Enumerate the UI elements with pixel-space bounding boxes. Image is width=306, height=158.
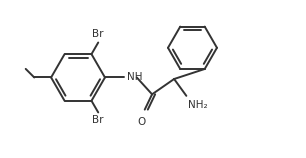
Text: Br: Br xyxy=(92,115,104,125)
Text: NH₂: NH₂ xyxy=(188,100,207,109)
Text: NH: NH xyxy=(127,73,143,82)
Text: Br: Br xyxy=(92,29,104,40)
Text: O: O xyxy=(137,117,145,127)
